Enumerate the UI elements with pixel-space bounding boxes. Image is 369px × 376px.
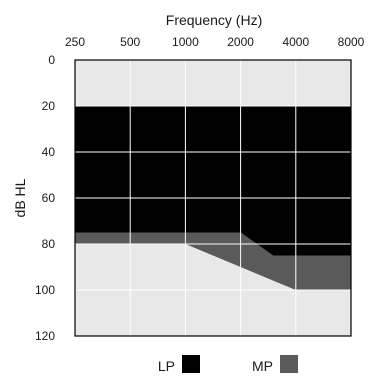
series-area-lp: [75, 106, 351, 256]
legend-swatch-lp: [182, 355, 200, 373]
y-axis-title: dB HL: [12, 178, 28, 217]
x-tick-label: 1000: [172, 35, 199, 49]
y-tick-label: 80: [42, 237, 56, 251]
x-tick-label: 2000: [227, 35, 254, 49]
legend-label-lp: LP: [158, 358, 175, 374]
y-tick-label: 0: [48, 53, 55, 67]
x-tick-labels: 250 500 1000 2000 4000 8000: [65, 35, 365, 49]
series-area-mp: [75, 232, 351, 290]
x-tick-label: 500: [120, 35, 140, 49]
gridlines: [75, 60, 351, 336]
y-tick-label: 120: [35, 329, 55, 343]
y-tick-label: 20: [42, 99, 56, 113]
plot-frame: [74, 59, 352, 337]
x-axis-title: Frequency (Hz): [166, 12, 262, 28]
y-tick-label: 40: [42, 145, 56, 159]
legend-label-mp: MP: [252, 358, 273, 374]
x-tick-label: 8000: [338, 35, 365, 49]
y-tick-label: 100: [35, 283, 55, 297]
x-tick-label: 4000: [282, 35, 309, 49]
legend: LP MP: [158, 355, 298, 374]
legend-swatch-mp: [280, 355, 298, 373]
y-tick-labels: 0 20 40 60 80 100 120: [35, 53, 55, 343]
y-tick-label: 60: [42, 191, 56, 205]
x-tick-label: 250: [65, 35, 85, 49]
series-layer: [75, 106, 351, 290]
